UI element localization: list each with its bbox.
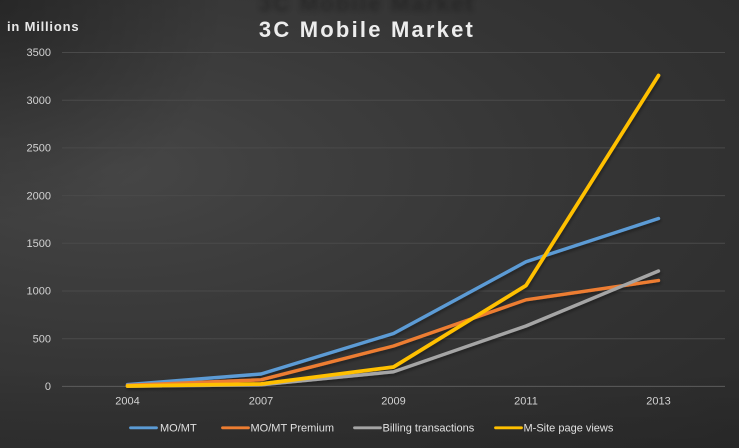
svg-text:Billing transactions: Billing transactions bbox=[383, 423, 475, 435]
svg-text:2500: 2500 bbox=[27, 143, 51, 155]
svg-text:0: 0 bbox=[45, 381, 51, 393]
svg-text:500: 500 bbox=[33, 333, 51, 345]
svg-text:2004: 2004 bbox=[115, 396, 139, 408]
svg-text:MO/MT: MO/MT bbox=[160, 423, 197, 435]
svg-text:2013: 2013 bbox=[646, 396, 670, 408]
svg-text:MO/MT Premium: MO/MT Premium bbox=[251, 423, 335, 435]
svg-text:3000: 3000 bbox=[27, 95, 51, 107]
svg-text:1500: 1500 bbox=[27, 238, 51, 250]
svg-text:2009: 2009 bbox=[381, 396, 405, 408]
svg-text:M-Site page views: M-Site page views bbox=[524, 423, 614, 435]
svg-text:1000: 1000 bbox=[27, 286, 51, 298]
svg-text:2007: 2007 bbox=[249, 396, 273, 408]
svg-text:3500: 3500 bbox=[27, 47, 51, 59]
svg-text:2000: 2000 bbox=[27, 190, 51, 202]
svg-text:2011: 2011 bbox=[514, 396, 538, 408]
